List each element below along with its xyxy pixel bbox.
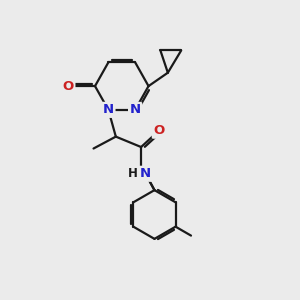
Text: O: O <box>63 80 74 93</box>
Text: O: O <box>153 124 164 137</box>
Text: H: H <box>128 167 138 180</box>
Text: N: N <box>103 103 114 116</box>
Text: N: N <box>140 167 151 180</box>
Text: N: N <box>130 103 141 116</box>
